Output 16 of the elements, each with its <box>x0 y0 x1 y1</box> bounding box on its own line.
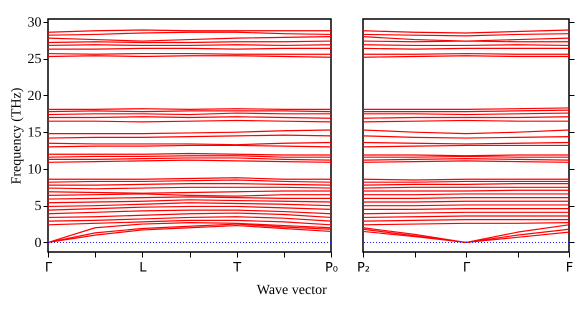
x-tick-label: Γ <box>44 260 53 276</box>
x-tick-label: T <box>232 260 242 276</box>
x-tick-label: L <box>139 260 148 276</box>
y-tick-label: 10 <box>28 162 42 178</box>
x-tick-label: Γ <box>462 260 471 276</box>
y-tick-label: 25 <box>28 52 42 68</box>
y-tick-label: 15 <box>28 126 42 141</box>
x-tick-label: P₀ <box>324 260 338 276</box>
y-tick-label: 30 <box>28 15 42 30</box>
y-tick-label: 0 <box>34 236 42 251</box>
y-tick-label: 5 <box>34 199 42 214</box>
x-tick-label: F <box>566 260 574 276</box>
x-axis-title: Wave vector <box>256 282 328 298</box>
x-tick-label: P₂ <box>356 260 370 276</box>
y-axis-title: Frequency (THz) <box>10 87 24 184</box>
y-tick-label: 20 <box>28 88 42 104</box>
